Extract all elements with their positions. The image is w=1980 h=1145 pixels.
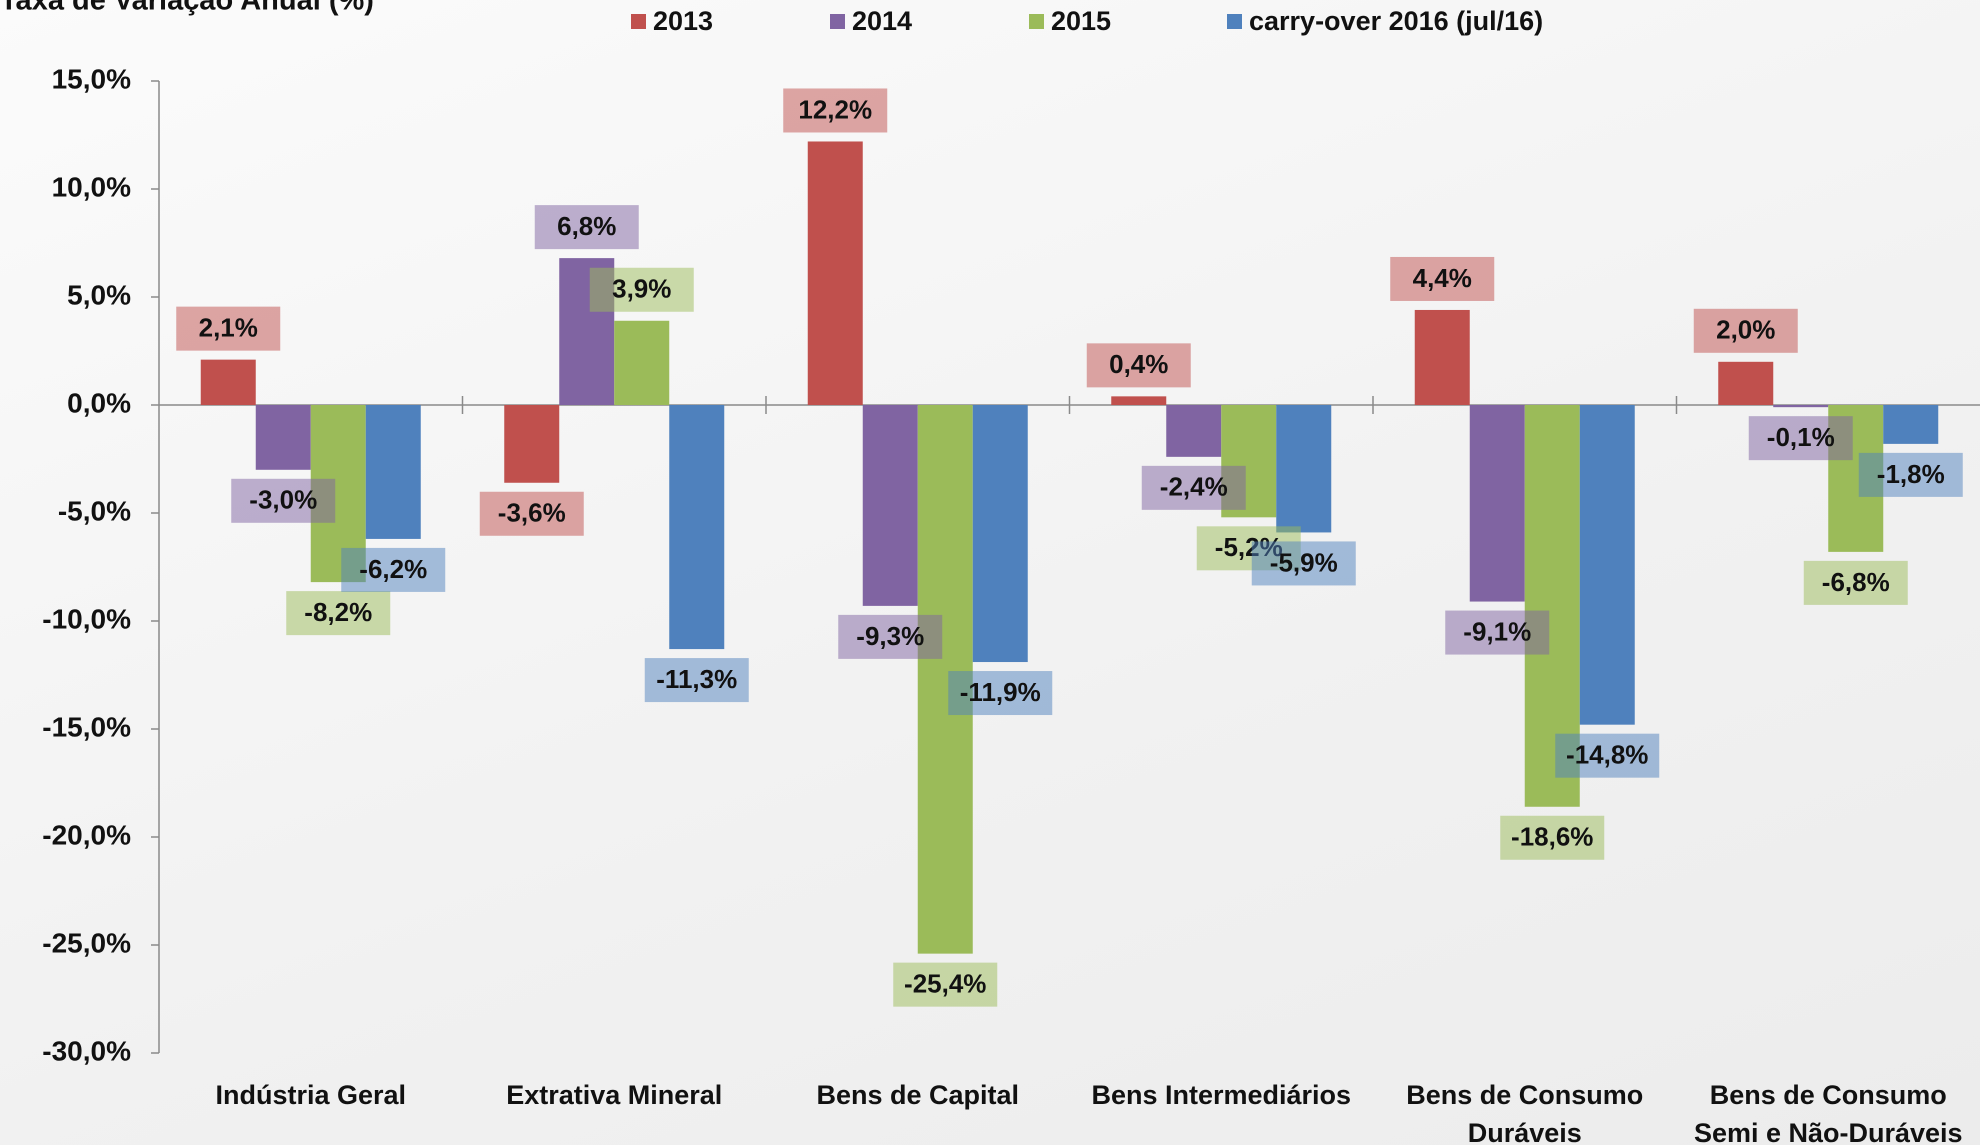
legend-label: 2014 [852, 6, 912, 36]
y-tick-label: 0,0% [67, 387, 131, 418]
value-label-box [534, 205, 639, 250]
value-label-box [948, 671, 1053, 716]
legend-label: carry-over 2016 (jul/16) [1249, 6, 1543, 36]
legend-label: 2013 [653, 6, 713, 36]
y-tick-label: 15,0% [52, 63, 131, 94]
bar [1276, 405, 1332, 533]
value-label: -1,8% [1877, 459, 1945, 489]
value-label: -11,3% [656, 664, 737, 694]
bar [862, 405, 918, 606]
bar [1579, 405, 1635, 725]
value-label: -8,2% [304, 597, 372, 627]
value-label: -9,3% [856, 621, 924, 651]
value-label-box [644, 658, 749, 703]
y-tick-label: -10,0% [42, 603, 131, 634]
value-label-box [1141, 465, 1246, 510]
value-label-box [1390, 256, 1495, 301]
value-label: 6,8% [557, 211, 616, 241]
bar [669, 405, 725, 650]
y-tick-label: -25,0% [42, 927, 131, 958]
x-tick-label: Extrativa Mineral [506, 1080, 723, 1110]
y-tick-label: -20,0% [42, 819, 131, 850]
bar [972, 405, 1028, 663]
value-label: -18,6% [1511, 822, 1593, 852]
chart-title: Taxa de Variação Anual (%) [0, 0, 374, 17]
legend-label: 2015 [1051, 6, 1111, 36]
x-tick-label: Bens de Consumo Duráveis [1406, 1080, 1644, 1145]
value-label-box [479, 491, 584, 536]
value-label: -11,9% [960, 677, 1041, 707]
y-tick-label: 5,0% [67, 279, 131, 310]
value-label-box [176, 306, 281, 351]
value-label-box [1555, 733, 1660, 778]
value-label: 12,2% [798, 94, 872, 124]
bar [1883, 405, 1939, 444]
value-label-box [589, 267, 694, 312]
y-tick-label: -30,0% [42, 1035, 131, 1066]
value-label-box [1748, 416, 1853, 461]
value-label: -25,4% [904, 969, 986, 999]
value-label-box [341, 547, 446, 592]
bar [1166, 405, 1222, 457]
value-label-box [286, 591, 391, 636]
bar [1718, 361, 1774, 405]
value-label: -5,9% [1270, 547, 1338, 577]
x-tick-label: Bens de Capital [816, 1080, 1020, 1110]
bar [1414, 309, 1470, 405]
value-label: -3,6% [498, 498, 566, 528]
value-label-box [231, 478, 336, 523]
value-label: -3,0% [249, 485, 317, 515]
legend-swatch [1029, 14, 1044, 29]
value-label-box [1858, 452, 1963, 497]
value-label-box [1500, 815, 1605, 860]
value-label: 0,4% [1109, 349, 1168, 379]
bar [1111, 396, 1167, 405]
bar [365, 405, 421, 539]
value-label: -2,4% [1160, 472, 1228, 502]
legend-swatch [830, 14, 845, 29]
legend-swatch [631, 14, 646, 29]
y-tick-label: -15,0% [42, 711, 131, 742]
value-label: 2,1% [199, 313, 258, 343]
value-label: -6,2% [359, 554, 427, 584]
x-tick-label: Bens Intermediários [1091, 1080, 1352, 1110]
x-tick-label: Indústria Geral [215, 1080, 407, 1110]
bar [504, 405, 560, 483]
y-tick-label: 10,0% [52, 171, 131, 202]
legend-swatch [1227, 14, 1242, 29]
value-label-box [783, 88, 888, 133]
bar [1773, 405, 1829, 408]
bar [255, 405, 311, 470]
value-label-box [893, 962, 998, 1007]
value-label: -14,8% [1566, 740, 1648, 770]
value-label: -0,1% [1767, 422, 1835, 452]
value-label: 2,0% [1716, 315, 1775, 345]
value-label: 4,4% [1413, 263, 1472, 293]
y-tick-label: -5,0% [58, 495, 131, 526]
bar [1469, 405, 1525, 602]
value-label-box [1445, 610, 1550, 655]
value-label-box [1803, 560, 1908, 605]
value-label-box [1693, 308, 1798, 353]
value-label: -9,1% [1463, 616, 1531, 646]
value-label: 3,9% [612, 274, 671, 304]
bar [807, 141, 863, 406]
bar [614, 320, 670, 405]
value-label-box [1251, 541, 1356, 586]
value-label-box [1086, 343, 1191, 388]
value-label: -6,8% [1822, 567, 1890, 597]
value-label-box [838, 614, 943, 659]
bar [200, 359, 256, 405]
x-tick-label: Bens de Consumo Semi e Não-Duráveis [1693, 1080, 1963, 1145]
